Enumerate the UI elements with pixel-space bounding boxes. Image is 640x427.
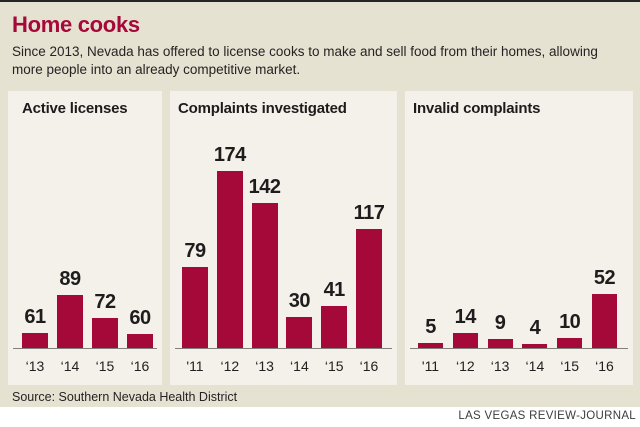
bar-value-label: 30 <box>288 290 311 312</box>
bar <box>182 267 208 348</box>
chart-panel: Active licenses 61 ‘13 89 ‘14 72 ‘15 60 ‘16 <box>8 91 162 385</box>
bar <box>216 171 243 348</box>
page-title: Home cooks <box>12 12 140 37</box>
panel-title: Active licenses <box>22 100 128 117</box>
bar <box>92 318 118 348</box>
bar-value-label: 14 <box>454 306 477 328</box>
bar-value-label: 79 <box>184 240 206 262</box>
bar-value-label: 117 <box>353 202 385 224</box>
charts-row: Active licenses 61 ‘13 89 ‘14 72 ‘15 60 ‘16 Compl… <box>0 91 640 385</box>
x-tick-label: ‘16 <box>359 358 379 374</box>
bar <box>522 344 548 348</box>
x-tick-label: ‘12 <box>455 358 475 374</box>
bar <box>251 203 278 348</box>
x-tick-label: ‘13 <box>25 358 45 374</box>
bar-value-label: 9 <box>494 312 506 334</box>
x-tick-label: ‘16 <box>595 358 614 374</box>
infographic-card: Home cooks Since 2013, Nevada has offere… <box>0 0 640 407</box>
x-tick-label: ‘14 <box>60 358 80 374</box>
chart-panel: Complaints investigated 79 '11 174 ‘12 142 ‘13… <box>170 91 397 385</box>
bar <box>487 339 513 348</box>
x-tick-label: ‘14 <box>525 358 545 374</box>
page-subtitle: Since 2013, Nevada has offered to licens… <box>12 44 598 77</box>
bar-value-label: 52 <box>593 267 616 289</box>
bar <box>57 295 83 348</box>
x-tick-label: ‘16 <box>130 358 150 374</box>
bar <box>127 334 153 348</box>
bar-value-label: 174 <box>213 144 246 166</box>
x-tick-label: '11 <box>186 358 204 374</box>
x-tick-label: '11 <box>421 358 440 374</box>
panel-title: Invalid complaints <box>413 100 541 117</box>
bar <box>557 338 583 348</box>
bar-value-label: 61 <box>24 306 46 328</box>
bar-value-label: 142 <box>248 176 281 198</box>
x-tick-label: ‘15 <box>95 358 115 374</box>
x-tick-label: ‘15 <box>560 358 580 374</box>
x-axis-line <box>13 347 157 349</box>
x-tick-label: ‘12 <box>220 358 240 374</box>
bar-value-label: 72 <box>94 291 116 313</box>
bar-value-label: 10 <box>559 311 581 333</box>
bar-value-label: 89 <box>59 268 81 290</box>
bar-value-label: 4 <box>529 317 541 339</box>
x-axis-line <box>175 347 392 349</box>
x-tick-label: ‘13 <box>490 358 510 374</box>
bar <box>321 306 348 348</box>
x-tick-label: ‘14 <box>290 358 309 374</box>
chart-panel: Invalid complaints 5 '11 14 ‘12 9 ‘13 4 ‘14 10 ‘15… <box>405 91 633 385</box>
source-note: Source: Southern Nevada Health District <box>12 390 238 404</box>
bar <box>286 317 313 348</box>
bar <box>592 294 617 348</box>
bar <box>22 333 48 348</box>
bar <box>452 333 478 348</box>
bar <box>418 343 443 348</box>
x-tick-label: ‘13 <box>255 358 274 374</box>
panel-title: Complaints investigated <box>178 100 347 117</box>
bar-value-label: 5 <box>425 316 436 338</box>
bar <box>356 229 382 348</box>
x-axis-line <box>410 347 628 349</box>
bar-value-label: 60 <box>129 307 151 329</box>
bar-value-label: 41 <box>323 279 346 301</box>
x-tick-label: ‘15 <box>324 358 344 374</box>
publisher-credit: LAS VEGAS REVIEW-JOURNAL <box>458 410 636 422</box>
